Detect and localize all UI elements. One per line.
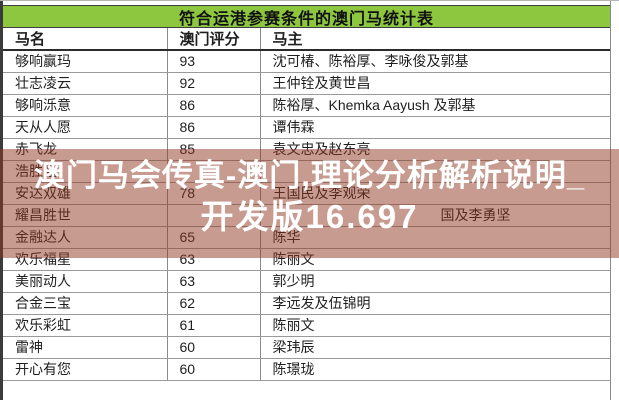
- horse-name-cell: 雷神: [3, 336, 168, 359]
- owner-cell: 王国民及李观荣: [260, 182, 610, 205]
- horse-name-cell: 天从人愿: [3, 116, 168, 139]
- header-row: 马名 澳门评分 马主: [3, 28, 610, 51]
- owner-cell: 陈华: [260, 226, 610, 249]
- horse-name-cell: 美丽动人: [3, 270, 168, 293]
- col-header-macau-rating: 澳门评分: [167, 28, 261, 51]
- col-header-horse-name: 马名: [3, 28, 168, 51]
- owner-cell: 谭伟霖: [260, 116, 610, 139]
- table-row: 赤飞龙 85 袁文忠及赵东亮: [3, 138, 610, 161]
- macau-rating-cell: 60: [167, 336, 261, 359]
- owner-cell: 陈璟珑: [260, 358, 610, 381]
- macau-rating-cell: 60: [167, 358, 261, 381]
- table-row: 耀昌胜世 国及李勇坚: [3, 204, 610, 227]
- macau-rating-cell: 85: [167, 138, 261, 161]
- table-row: 美丽动人 63 郭少明: [3, 270, 610, 293]
- owner-cell: 陈裕厚、Khemka Aayush 及郭基: [260, 94, 610, 117]
- owner-cell: 郭少明: [260, 270, 610, 293]
- horse-name-cell: 赤飞龙: [3, 138, 168, 161]
- owner-cell: 梁玮辰: [260, 336, 610, 359]
- table-row: 欢乐福星 63 陈丽文: [3, 248, 610, 271]
- macau-rating-cell: 86: [167, 116, 261, 139]
- macau-rating-cell: 86: [167, 94, 261, 117]
- macau-rating-cell: 78: [167, 182, 261, 205]
- table-row: 浩胜盈: [3, 160, 610, 183]
- horse-name-cell: 开心有您: [3, 358, 168, 381]
- horse-name-cell: 耀昌胜世: [3, 204, 168, 227]
- owner-cell: 陈丽文: [260, 248, 610, 271]
- owner-cell: 王仲铨及黄世昌: [260, 72, 610, 95]
- horse-name-cell: 欢乐福星: [3, 248, 168, 271]
- table-row: 安达双雄 78 王国民及李观荣: [3, 182, 610, 205]
- col-header-owner: 马主: [260, 28, 610, 51]
- table-row: 金融达人 65 陈华: [3, 226, 610, 249]
- horse-name-cell: 浩胜盈: [3, 160, 168, 183]
- table-row: 天从人愿 86 谭伟霖: [3, 116, 610, 139]
- macau-rating-cell: 92: [167, 72, 261, 95]
- macau-rating-cell: 65: [167, 226, 261, 249]
- horse-name-cell: 安达双雄: [3, 182, 168, 205]
- horse-name-cell: 欢乐彩虹: [3, 314, 168, 337]
- table-row: 够响赢玛 93 沈可椿、陈裕厚、李咏俊及郭基: [3, 50, 610, 73]
- horse-name-cell: 壮志凌云: [3, 72, 168, 95]
- macau-rating-cell: 63: [167, 248, 261, 271]
- table-row: 雷神 60 梁玮辰: [3, 336, 610, 359]
- table-title: 符合运港参赛条件的澳门马统计表: [178, 10, 434, 28]
- table-row: 开心有您 60 陈璟珑: [3, 358, 610, 381]
- owner-cell: 袁文忠及赵东亮: [260, 138, 610, 161]
- table-row: 合金三宝 62 李远发及伍锦明: [3, 292, 610, 315]
- horse-name-cell: 够响赢玛: [3, 50, 168, 73]
- owner-cell: 陈丽文: [260, 314, 610, 337]
- horse-name-cell: 金融达人: [3, 226, 168, 249]
- owner-cell: 沈可椿、陈裕厚、李咏俊及郭基: [260, 50, 610, 73]
- table-row: 欢乐彩虹 61 陈丽文: [3, 314, 610, 337]
- owner-cell: 国及李勇坚: [260, 204, 610, 227]
- table-row: 壮志凌云 92 王仲铨及黄世昌: [3, 72, 610, 95]
- horse-stats-table: 马名 澳门评分 马主 够响赢玛 93 沈可椿、陈裕厚、李咏俊及郭基 壮志凌云 92 王仲铨…: [3, 28, 610, 381]
- macau-rating-cell: [167, 204, 261, 227]
- macau-rating-cell: 63: [167, 270, 261, 293]
- table-body: 够响赢玛 93 沈可椿、陈裕厚、李咏俊及郭基 壮志凌云 92 王仲铨及黄世昌 够响泺意 86 陈…: [3, 50, 610, 381]
- owner-cell: [260, 160, 610, 183]
- macau-rating-cell: 61: [167, 314, 261, 337]
- owner-cell: 李远发及伍锦明: [260, 292, 610, 315]
- horse-name-cell: 合金三宝: [3, 292, 168, 315]
- table-title-bar: 符合运港参赛条件的澳门马统计表: [3, 5, 610, 28]
- macau-rating-cell: [167, 160, 261, 183]
- horse-name-cell: 够响泺意: [3, 94, 168, 117]
- macau-rating-cell: 62: [167, 292, 261, 315]
- macau-rating-cell: 93: [167, 50, 261, 73]
- table-row: 够响泺意 86 陈裕厚、Khemka Aayush 及郭基: [3, 94, 610, 117]
